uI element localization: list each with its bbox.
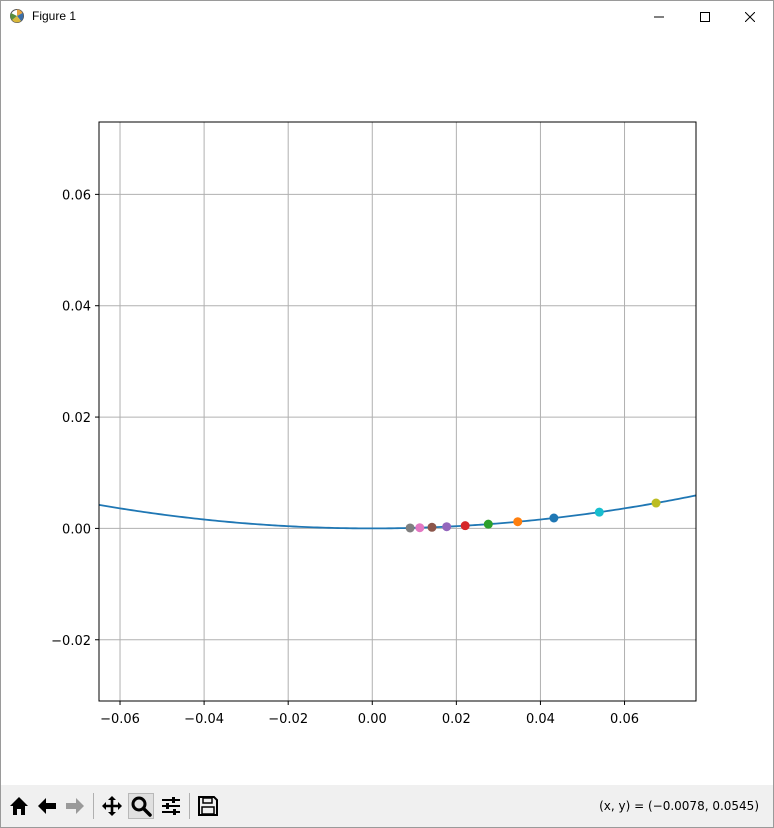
back-icon	[38, 798, 56, 814]
curve-layer	[99, 494, 696, 530]
pan-button[interactable]	[99, 793, 125, 819]
y-tick-label: −0.02	[51, 634, 91, 649]
curve-line	[99, 494, 696, 530]
matplotlib-app-icon	[10, 9, 24, 23]
toolbar-separator	[93, 793, 94, 819]
cursor-coordinates: (x, y) = (−0.0078, 0.0545)	[599, 799, 759, 813]
configure-subplots-button[interactable]	[158, 793, 184, 819]
save-button[interactable]	[195, 793, 221, 819]
configure-subplots-icon	[162, 797, 180, 815]
back-button[interactable]	[34, 793, 60, 819]
y-tick-label: 0.00	[62, 522, 91, 537]
y-tick-label: 0.06	[62, 188, 91, 203]
x-tick-label: 0.02	[442, 712, 471, 727]
close-button[interactable]	[727, 1, 773, 32]
window-title: Figure 1	[32, 9, 77, 23]
maximize-button[interactable]	[682, 1, 728, 32]
data-point	[415, 523, 425, 533]
forward-button[interactable]	[62, 793, 88, 819]
minimize-icon	[654, 16, 664, 17]
data-point	[651, 498, 661, 508]
data-point	[549, 513, 559, 523]
maximize-icon	[700, 11, 710, 22]
save-icon	[198, 796, 218, 816]
data-point	[513, 517, 523, 527]
x-tick-label: 0.06	[610, 712, 639, 727]
tick-marks: −0.06 −0.04 −0.02 0.00 0.02 0.04 0.06 −0.02 0.00…	[51, 188, 639, 727]
data-point	[427, 522, 437, 532]
x-tick-label: −0.04	[184, 712, 224, 727]
points-layer	[405, 498, 661, 533]
navigation-toolbar: (x, y) = (−0.0078, 0.0545)	[1, 785, 773, 827]
toolbar-separator	[189, 793, 190, 819]
figure-canvas[interactable]: −0.06 −0.04 −0.02 0.00 0.02 0.04 0.06 −0.02 0.00…	[1, 32, 773, 785]
home-button[interactable]	[6, 793, 32, 819]
pan-icon	[102, 796, 122, 816]
x-tick-label: 0.04	[526, 712, 555, 727]
data-point	[594, 507, 604, 517]
x-tick-label: −0.06	[100, 712, 140, 727]
zoom-button[interactable]	[128, 793, 154, 819]
home-icon	[10, 797, 28, 815]
data-point	[483, 519, 493, 529]
forward-icon	[66, 798, 84, 814]
close-icon	[745, 11, 755, 22]
x-tick-label: −0.02	[268, 712, 308, 727]
x-tick-label: 0.00	[358, 712, 387, 727]
title-bar[interactable]: Figure 1	[1, 1, 773, 32]
data-point	[442, 522, 452, 532]
minimize-button[interactable]	[636, 1, 682, 32]
grid-lines	[99, 122, 696, 701]
plot-svg[interactable]: −0.06 −0.04 −0.02 0.00 0.02 0.04 0.06 −0.02 0.00…	[1, 32, 773, 785]
y-tick-label: 0.04	[62, 300, 91, 315]
data-point	[460, 521, 470, 531]
axes-frame	[98, 121, 697, 702]
y-tick-label: 0.02	[62, 411, 91, 426]
zoom-icon	[131, 796, 152, 817]
data-point	[405, 523, 415, 533]
